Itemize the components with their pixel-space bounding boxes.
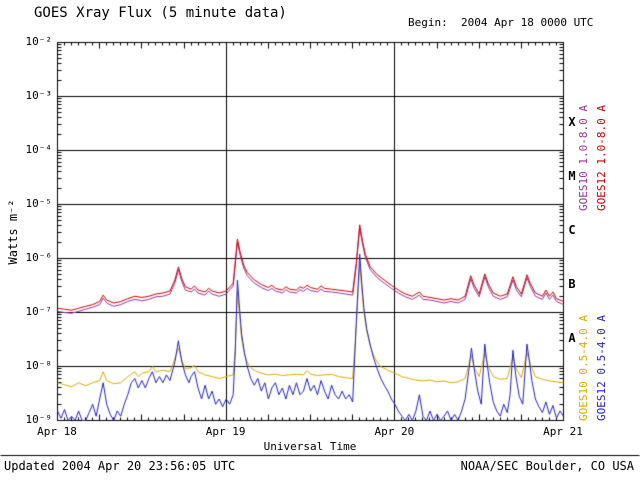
page-title: GOES Xray Flux (5 minute data) (34, 5, 287, 21)
updated-timestamp: Updated 2004 Apr 20 23:56:05 UTC (4, 459, 236, 473)
begin-time-label: Begin: 2004 Apr 18 0000 UTC (408, 16, 594, 29)
flare-class-label: A (568, 331, 576, 345)
flare-class-label: M (568, 169, 576, 183)
x-axis-label: Universal Time (263, 440, 357, 453)
flare-class-label: C (568, 223, 576, 237)
x-tick-label: Apr 19 (205, 425, 246, 438)
flare-class-label: X (568, 115, 576, 129)
flare-class-label: B (568, 277, 576, 291)
y-tick-label: 10⁻⁵ (25, 197, 53, 210)
y-tick-label: 10⁻⁴ (25, 143, 53, 156)
y-tick-label: 10⁻³ (25, 89, 53, 102)
y-tick-label: 10⁻² (25, 35, 53, 48)
legend-label: GOES12 1.0-8.0 A (595, 105, 608, 211)
legend-label: GOES10 0.5-4.0 A (577, 315, 590, 421)
legend-label: GOES12 0.5-4.0 A (595, 315, 608, 421)
y-tick-label: 10⁻⁷ (25, 305, 53, 318)
legend-label: GOES10 1.0-8.0 A (577, 105, 590, 211)
y-axis-label: Watts m⁻² (6, 199, 20, 265)
y-tick-label: 10⁻⁹ (25, 413, 53, 426)
x-tick-label: Apr 21 (543, 425, 583, 438)
y-tick-label: 10⁻⁶ (25, 251, 53, 264)
source-attribution: NOAA/SEC Boulder, CO USA (460, 459, 634, 473)
x-tick-label: Apr 20 (374, 425, 415, 438)
y-tick-label: 10⁻⁸ (25, 359, 53, 372)
x-tick-label: Apr 18 (37, 425, 77, 438)
